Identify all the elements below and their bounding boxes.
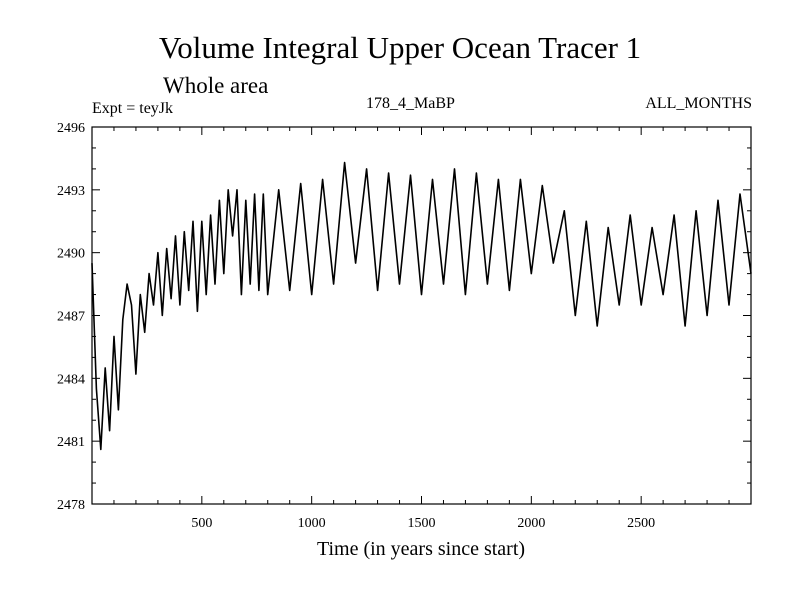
- plot-frame: [91, 126, 752, 505]
- y-tick-label: 2484: [57, 372, 85, 387]
- x-tick-label: 2000: [517, 516, 545, 531]
- series-line-0: [91, 161, 752, 451]
- run-label: 178_4_MaBP: [366, 95, 455, 112]
- x-tick-label: 1500: [408, 516, 436, 531]
- months-label: ALL_MONTHS: [645, 95, 752, 112]
- y-tick-label: 2490: [57, 247, 85, 262]
- x-axis-title: Time (in years since start): [317, 538, 525, 560]
- tick-group: 500 1000 1500 2000 2500 2478 2481 2484 2487 2490 2…: [57, 121, 751, 531]
- series-group: [91, 161, 752, 451]
- chart-title: Volume Integral Upper Ocean Tracer 1: [158, 30, 642, 65]
- chart-subtitle: Whole area: [163, 73, 269, 98]
- y-tick-label: 2496: [57, 121, 85, 136]
- x-tick-label: 2500: [627, 516, 655, 531]
- y-tick-label: 2493: [57, 184, 85, 199]
- y-tick-label: 2478: [57, 498, 85, 513]
- x-tick-label: 1000: [298, 516, 326, 531]
- experiment-label: Expt = teyJk: [92, 100, 174, 117]
- y-tick-label: 2487: [57, 310, 85, 325]
- y-tick-label: 2481: [57, 435, 85, 450]
- x-tick-label: 500: [191, 516, 212, 531]
